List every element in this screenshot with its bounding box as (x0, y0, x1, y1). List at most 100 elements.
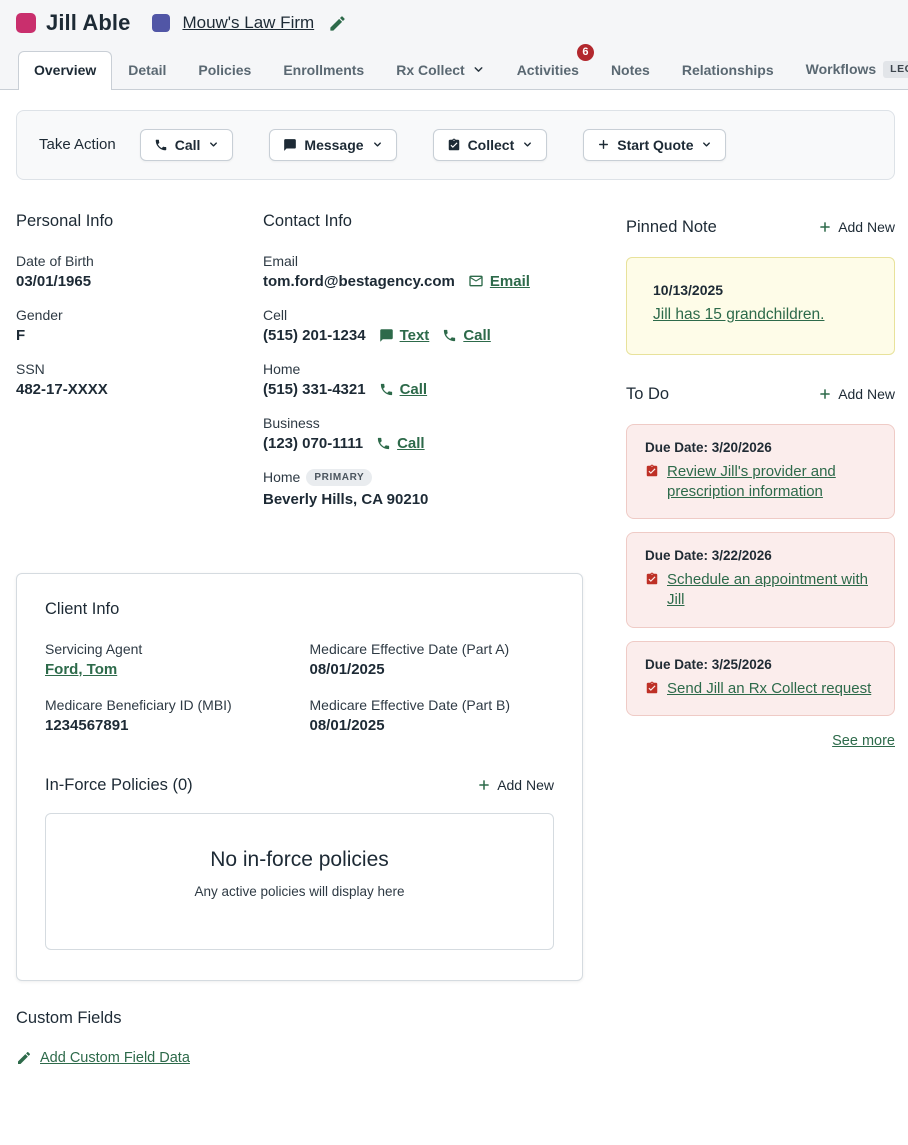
collect-button[interactable]: Collect (432, 128, 548, 161)
button-label: Start Quote (617, 136, 694, 153)
button-label: Message (304, 136, 364, 153)
clipboard-check-icon (645, 681, 659, 695)
group-color-swatch (152, 14, 171, 32)
todo-task-link[interactable]: Review Jill's provider and prescription … (667, 462, 836, 500)
field-label: Business (263, 414, 320, 431)
plus-icon (818, 387, 832, 401)
button-label: Collect (467, 136, 515, 153)
speech-bubble-icon (283, 138, 297, 152)
see-more-link[interactable]: See more (832, 732, 895, 749)
field-label: Date of Birth (16, 252, 94, 269)
no-policies-empty-state: No in-force policies Any active policies… (45, 812, 554, 950)
chevron-down-icon (701, 139, 712, 150)
text-action-link[interactable]: Text (399, 326, 430, 344)
tab-label: Policies (198, 61, 252, 78)
tab-label: Overview (34, 61, 97, 78)
add-new-label: Add New (838, 219, 895, 235)
tab-label: Activities (516, 61, 579, 78)
address-value: Beverly Hills, CA 90210 (263, 490, 429, 508)
call-action-link[interactable]: Call (397, 434, 425, 452)
call-action-link[interactable]: Call (463, 326, 491, 344)
tab-label: Workflows (805, 61, 877, 78)
email-action-link[interactable]: Email (489, 272, 530, 290)
tab-enrollments[interactable]: Enrollments (267, 51, 380, 89)
field-label: Medicare Effective Date (Part A) (309, 640, 510, 657)
tab-workflows[interactable]: Workflows LEGACY (790, 50, 908, 89)
field-value: 08/01/2025 (309, 716, 385, 734)
add-custom-field-link[interactable]: Add Custom Field Data (40, 1049, 190, 1066)
message-button[interactable]: Message (269, 128, 397, 161)
edit-pencil-icon (16, 1050, 32, 1066)
tab-label: Enrollments (283, 61, 365, 78)
empty-state-subtitle: Any active policies will display here (194, 883, 405, 899)
field-value: 1234567891 (45, 716, 129, 734)
tab-label: Rx Collect (396, 61, 465, 78)
todo-due-date: Due Date: 3/25/2026 (645, 656, 772, 672)
call-action-link[interactable]: Call (399, 380, 428, 398)
clipboard-check-icon (645, 572, 659, 586)
pinned-note-card: 10/13/2025 Jill has 15 grandchildren. (626, 256, 895, 355)
custom-fields-section: Custom Fields Add Custom Field Data (16, 1009, 583, 1066)
pinned-note-section: Pinned Note Add New 10/13/2025 Jill has … (626, 218, 895, 355)
phone-icon (379, 382, 394, 397)
servicing-agent-link[interactable]: Ford, Tom (45, 660, 118, 678)
primary-badge: PRIMARY (306, 468, 373, 486)
field-value: 08/01/2025 (309, 660, 385, 678)
personal-info-section: Personal Info Date of Birth 03/01/1965 G… (16, 212, 263, 525)
add-todo-button[interactable]: Add New (818, 386, 895, 402)
edit-pencil-icon[interactable] (328, 14, 347, 33)
individual-color-swatch (16, 13, 36, 33)
field-label: Medicare Beneficiary ID (MBI) (45, 696, 232, 713)
todo-due-date: Due Date: 3/22/2026 (645, 548, 772, 563)
todo-task-link[interactable]: Schedule an appointment with Jill (667, 571, 868, 609)
chevron-down-icon (472, 63, 485, 76)
clipboard-check-icon (645, 464, 659, 478)
page-top-band: Jill Able Mouw's Law Firm Overview Detai… (0, 0, 908, 90)
in-force-policies-title: In-Force Policies (0) (45, 775, 193, 794)
group-link[interactable]: Mouw's Law Firm (182, 13, 315, 32)
phone-icon (154, 138, 168, 152)
tab-label: Detail (128, 61, 167, 78)
tab-rx-collect[interactable]: Rx Collect (380, 51, 500, 89)
field-label: Cell (263, 306, 288, 323)
field-label: Gender (16, 306, 63, 323)
add-new-label: Add New (497, 777, 554, 793)
phone-value: (515) 201-1234 (263, 326, 366, 344)
section-title: Pinned Note (626, 217, 717, 236)
tab-detail[interactable]: Detail (112, 51, 182, 89)
entity-header: Jill Able Mouw's Law Firm (0, 0, 908, 42)
todo-card: Due Date: 3/22/2026 Schedule an appointm… (626, 532, 895, 628)
section-title: Client Info (45, 599, 120, 618)
field-value: 03/01/1965 (16, 272, 92, 290)
add-new-label: Add New (838, 386, 895, 402)
email-value: tom.ford@bestagency.com (263, 272, 455, 290)
tab-relationships[interactable]: Relationships (666, 51, 790, 89)
todo-task-link[interactable]: Send Jill an Rx Collect request (667, 679, 872, 697)
plus-icon (818, 220, 832, 234)
legacy-badge: LEGACY (883, 61, 908, 78)
tab-activities[interactable]: Activities 6 (501, 43, 595, 89)
field-label: Servicing Agent (45, 640, 143, 657)
phone-value: (123) 070-1111 (263, 434, 364, 452)
start-quote-button[interactable]: Start Quote (583, 128, 727, 161)
chevron-down-icon (208, 139, 219, 150)
todo-card: Due Date: 3/25/2026 Send Jill an Rx Coll… (626, 640, 895, 716)
client-name: Jill Able (46, 10, 131, 35)
phone-value: (515) 331-4321 (263, 380, 366, 398)
note-date: 10/13/2025 (653, 281, 724, 298)
tab-notes[interactable]: Notes (595, 51, 666, 89)
call-button[interactable]: Call (139, 128, 234, 161)
phone-icon (442, 328, 457, 343)
button-label: Call (174, 136, 201, 153)
clipboard-check-icon (447, 138, 461, 152)
chevron-down-icon (522, 139, 533, 150)
speech-bubble-icon (379, 328, 394, 343)
take-action-label: Take Action (39, 136, 116, 153)
field-label: Medicare Effective Date (Part B) (309, 696, 510, 713)
add-policy-button[interactable]: Add New (477, 777, 554, 793)
add-note-button[interactable]: Add New (818, 219, 895, 235)
tab-overview[interactable]: Overview (18, 50, 113, 90)
tab-policies[interactable]: Policies (182, 51, 267, 89)
section-title: Custom Fields (16, 1008, 122, 1027)
pinned-note-link[interactable]: Jill has 15 grandchildren. (653, 305, 825, 323)
